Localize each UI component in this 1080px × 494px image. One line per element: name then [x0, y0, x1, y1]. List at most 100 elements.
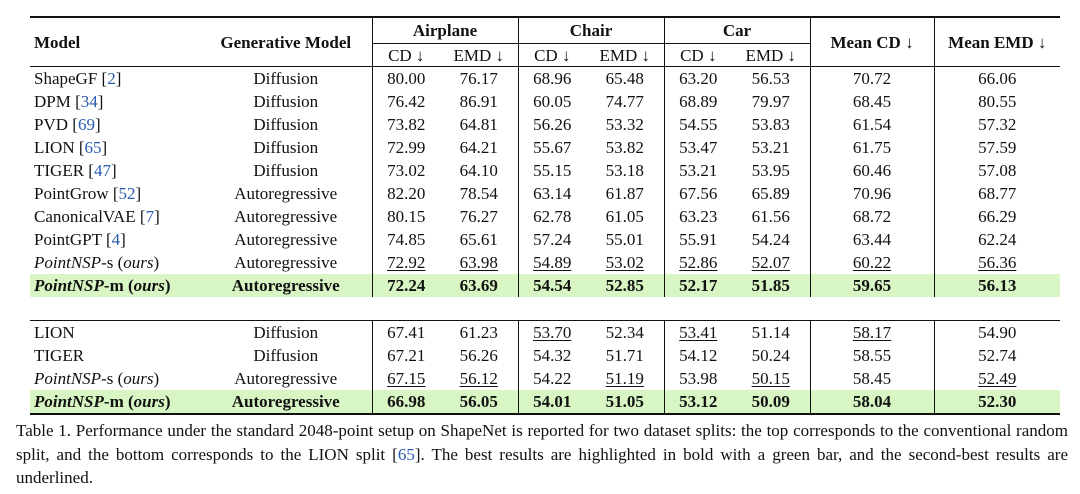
metric-cell: 70.96 [809, 182, 935, 205]
metric-value: 54.55 [679, 114, 718, 134]
metric-cell: 65.89 [732, 182, 810, 205]
model-name-cell: ShapeGF [2] [34, 68, 122, 88]
metric-value: 66.98 [387, 391, 426, 411]
metric-cell: 51.05 [586, 390, 665, 414]
metric-value: 61.23 [459, 322, 498, 342]
metric-cell: 53.02 [586, 251, 664, 274]
header-car-cd: CD ↓ [663, 43, 733, 67]
metric-cell: 56.13 [933, 274, 1061, 297]
caption-text-part2: ]. The best results are highlighted in b… [16, 444, 1069, 488]
metric-value: 52.17 [679, 275, 718, 295]
metric-value: 54.90 [978, 322, 1017, 342]
metric-value: 56.05 [459, 391, 498, 411]
metric-cell: 58.55 [809, 344, 935, 367]
metric-value: 54.89 [533, 252, 572, 272]
metric-cell: 53.98 [663, 367, 733, 390]
metric-cell: 62.24 [933, 228, 1061, 251]
metric-cell: 54.01 [517, 390, 587, 414]
metric-cell: 61.05 [586, 205, 664, 228]
metric-value: 52.74 [978, 345, 1017, 365]
model-name: TIGER [34, 160, 85, 180]
metric-value: 59.65 [852, 275, 892, 295]
metric-value: 57.59 [978, 137, 1017, 157]
model-name: PointGrow [34, 183, 109, 203]
metric-cell: 59.65 [809, 274, 935, 297]
metric-cell: 72.92 [371, 251, 440, 274]
metric-cell: 66.29 [933, 205, 1061, 228]
metric-value: 66.06 [978, 68, 1017, 88]
metric-cell: 60.22 [809, 251, 935, 274]
metric-value: 62.24 [978, 229, 1017, 249]
metric-cell: 64.10 [440, 159, 518, 182]
metric-value: 73.82 [387, 114, 426, 134]
metric-cell: 67.15 [371, 367, 440, 390]
generative-model-cell: Autoregressive [234, 206, 338, 226]
metric-value: 50.09 [751, 391, 790, 411]
metric-cell: 68.72 [809, 205, 935, 228]
metric-cell: 54.12 [663, 344, 733, 367]
metric-value: 53.21 [679, 160, 718, 180]
table-row: PointNSP-s (ours) Autoregressive 72.92 63.9… [30, 251, 1061, 274]
caption-citation: 65 [397, 444, 415, 464]
metric-cell: 68.77 [933, 182, 1061, 205]
metric-value: 67.21 [387, 345, 426, 365]
ours-label: ours [123, 252, 154, 272]
metric-value: 76.17 [459, 68, 498, 88]
metric-cell: 50.24 [732, 344, 810, 367]
metric-value: 72.92 [387, 252, 426, 272]
metric-cell: 55.67 [517, 136, 587, 159]
model-name: LION [34, 322, 75, 342]
metric-value: 53.18 [605, 160, 644, 180]
metric-value: 65.48 [605, 68, 644, 88]
citation-ref: 4 [111, 229, 121, 249]
metric-cell: 65.48 [586, 67, 664, 91]
metric-value: 68.77 [978, 183, 1017, 203]
metric-value: 53.32 [605, 114, 644, 134]
citation-ref: 7 [145, 206, 155, 226]
generative-model-cell: Diffusion [253, 137, 319, 157]
metric-cell: 52.86 [663, 251, 733, 274]
header-car: Car [663, 17, 811, 44]
metric-value: 52.85 [605, 275, 644, 295]
model-name: PointNSP [34, 368, 102, 388]
metric-cell: 52.17 [663, 274, 733, 297]
model-name: PointNSP [34, 275, 104, 295]
metric-value: 52.30 [978, 391, 1017, 411]
generative-model-cell: Autoregressive [234, 229, 338, 249]
metric-value: 52.86 [679, 252, 718, 272]
metric-cell: 56.05 [440, 390, 519, 414]
metric-value: 86.91 [459, 91, 498, 111]
metric-cell: 50.09 [732, 390, 811, 414]
metric-value: 63.69 [459, 275, 498, 295]
metric-cell: 64.81 [440, 113, 518, 136]
ours-label: ours [133, 391, 165, 411]
metric-cell: 79.97 [732, 90, 810, 113]
metric-cell: 73.82 [371, 113, 440, 136]
metric-cell: 53.47 [663, 136, 733, 159]
generative-model-cell: Diffusion [253, 322, 319, 342]
table-row: TIGER Diffusion 67.21 56.26 54.32 51.71 54.12 5… [30, 344, 1061, 367]
metric-value: 51.85 [751, 275, 790, 295]
header-chair-emd: EMD ↓ [599, 45, 651, 65]
table-caption: Table 1. Performance under the standard … [16, 419, 1068, 490]
metric-cell: 61.75 [809, 136, 935, 159]
metric-cell: 76.17 [440, 67, 518, 91]
header-airplane-cd: CD ↓ [371, 43, 440, 67]
metric-value: 51.05 [605, 391, 644, 411]
metric-cell: 61.23 [440, 321, 518, 345]
table-row: CanonicalVAE [7] Autoregressive 80.15 76.27… [30, 205, 1061, 228]
metric-cell: 52.07 [732, 251, 810, 274]
metric-value: 70.72 [852, 68, 892, 88]
metric-value: 56.26 [533, 114, 572, 134]
generative-model-cell: Diffusion [253, 160, 319, 180]
model-name-cell: DPM [34] [34, 91, 104, 111]
metric-cell: 53.21 [663, 159, 733, 182]
citation-ref: 65 [84, 137, 102, 157]
model-name-cell: PointGPT [4] [34, 229, 126, 249]
metric-value: 54.24 [751, 229, 790, 249]
model-name: CanonicalVAE [34, 206, 136, 226]
table-row: ShapeGF [2] Diffusion 80.00 76.17 68.96 65.48… [30, 66, 1061, 91]
metric-value: 60.46 [852, 160, 892, 180]
generative-model-cell: Autoregressive [200, 274, 372, 297]
metric-value: 63.14 [533, 183, 572, 203]
